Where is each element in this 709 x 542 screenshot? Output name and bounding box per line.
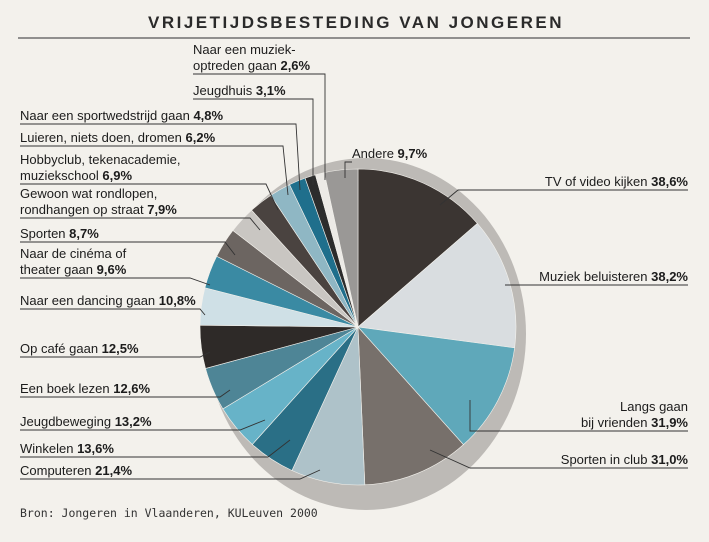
leader-line	[20, 439, 291, 458]
leader-line	[20, 277, 211, 286]
leader-line	[20, 183, 279, 211]
slice-label: Een boek lezen 12,6%	[20, 381, 151, 396]
slice-label: Naar de cinéma of theater gaan 9,6%	[20, 246, 127, 277]
slice-label: Andere 9,7%	[352, 146, 428, 161]
slice-label: Langs gaan bij vrienden 31,9%	[581, 399, 688, 430]
slice-label: Jeugdhuis 3,1%	[193, 83, 286, 98]
leader-line	[469, 400, 688, 432]
leader-line	[344, 161, 352, 178]
slice-label: Gewoon wat rondlopen, rondhangen op straa…	[20, 186, 177, 217]
slice-label: Sporten in club 31,0%	[561, 452, 689, 467]
slice-label: Naar een sportwedstrijd gaan 4,8%	[20, 108, 224, 123]
slice-label: Winkelen 13,6%	[20, 441, 114, 456]
slice-label: Computeren 21,4%	[20, 463, 132, 478]
leader-line	[20, 389, 231, 398]
leader-line	[193, 98, 314, 185]
slice-label: Sporten 8,7%	[20, 226, 99, 241]
slice-tv-of-video-kijken	[357, 168, 478, 328]
leader-line	[20, 241, 236, 256]
slice-label: Naar een muziek-optreden gaan 2,6%	[193, 42, 311, 73]
leader-line	[439, 189, 688, 206]
slice-andere	[323, 168, 359, 328]
chart-source: Bron: Jongeren in Vlaanderen, KULeuven 2…	[20, 506, 318, 520]
slice-sporten-in-club	[357, 326, 464, 486]
slice-label: Muziek beluisteren 38,2%	[539, 269, 688, 284]
slice-label: Op café gaan 12,5%	[20, 341, 139, 356]
slice-langs-gaan-bij-vrienden	[357, 326, 515, 446]
leader-line	[20, 351, 211, 358]
slice-muziek-beluisteren	[357, 223, 517, 349]
leader-line	[20, 419, 266, 431]
leader-line	[429, 449, 688, 469]
leader-line	[20, 217, 261, 231]
slice-label: Hobbyclub, tekenacademie, muziekschool 6,…	[20, 152, 180, 183]
leader-line	[193, 73, 326, 180]
slice-label: Jeugdbeweging 13,2%	[20, 414, 152, 429]
slice-label: Luieren, niets doen, dromen 6,2%	[20, 130, 216, 145]
leader-line	[20, 123, 301, 191]
chart-title: VRIJETIJDSBESTEDING VAN JONGEREN	[148, 13, 564, 32]
leader-line	[20, 308, 206, 316]
slice-label: Naar een dancing gaan 10,8%	[20, 293, 196, 308]
slice-label: TV of video kijken 38,6%	[545, 174, 689, 189]
leader-line	[20, 469, 321, 480]
leader-line	[20, 145, 289, 196]
